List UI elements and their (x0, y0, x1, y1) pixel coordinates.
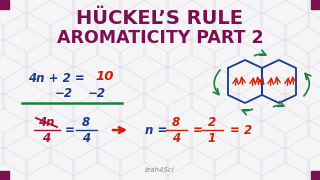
Text: 4n + 2 =: 4n + 2 = (28, 71, 85, 84)
Text: 8: 8 (82, 116, 90, 129)
Text: 4: 4 (42, 132, 50, 145)
Bar (311, 171, 320, 180)
Text: −2: −2 (88, 87, 106, 100)
Text: 10: 10 (95, 69, 114, 82)
Text: 1: 1 (208, 132, 216, 145)
Text: leah4Sci: leah4Sci (145, 167, 175, 173)
Bar (0, 171, 9, 180)
Text: 2: 2 (208, 116, 216, 129)
Text: 4: 4 (172, 132, 180, 145)
Text: 4n: 4n (38, 116, 54, 129)
Text: 4: 4 (82, 132, 90, 145)
Text: =: = (193, 123, 203, 136)
Text: 8: 8 (172, 116, 180, 129)
Text: = 2: = 2 (230, 123, 252, 136)
Bar (311, 0, 320, 9)
Text: AROMATICITY PART 2: AROMATICITY PART 2 (57, 29, 263, 47)
Text: n =: n = (145, 123, 167, 136)
Text: −2: −2 (55, 87, 73, 100)
Text: HÜCKEL’S RULE: HÜCKEL’S RULE (76, 8, 244, 28)
Bar (0, 0, 9, 9)
Text: =: = (65, 123, 75, 136)
